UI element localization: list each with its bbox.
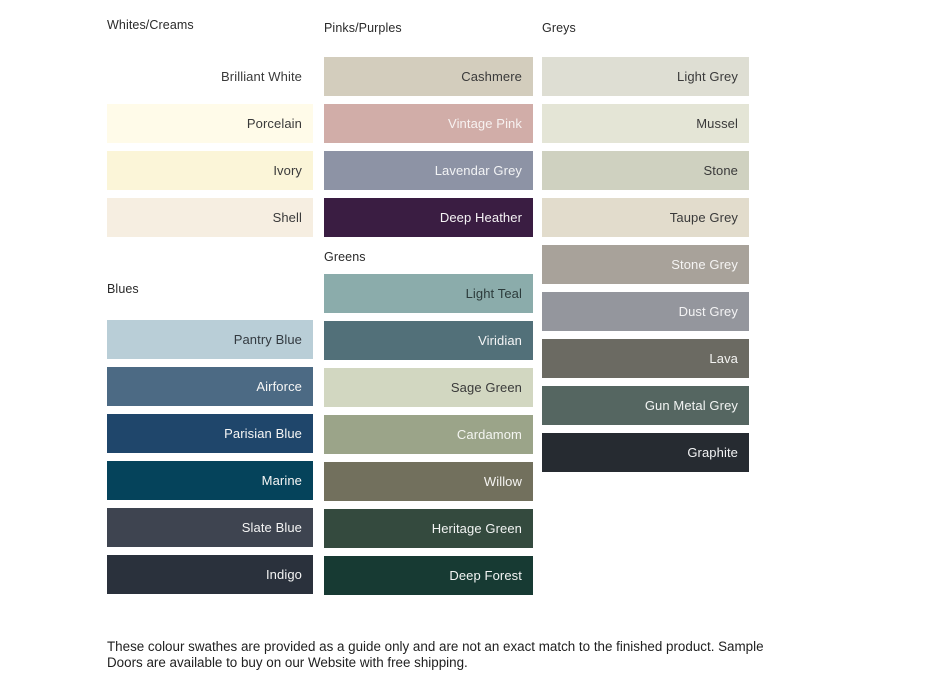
swatch-name-label: Marine <box>261 473 302 488</box>
swatch-pantry-blue: Pantry Blue <box>107 320 313 359</box>
swatch-name-label: Parisian Blue <box>224 426 302 441</box>
swatch-name-label: Stone Grey <box>671 257 738 272</box>
column-whites-and-blues: Whites/Creams Brilliant White Porcelain … <box>107 18 313 602</box>
swatch-name-label: Cashmere <box>461 69 522 84</box>
section-greys: Greys Light Grey Mussel Stone Taupe Grey… <box>542 21 749 472</box>
swatch-name-label: Viridian <box>478 333 522 348</box>
swatch-deep-forest: Deep Forest <box>324 556 533 595</box>
section-title-greys: Greys <box>542 21 576 35</box>
swatch-name-label: Gun Metal Grey <box>644 398 738 413</box>
swatch-name-label: Sage Green <box>450 380 522 395</box>
swatch-name-label: Lava <box>709 351 738 366</box>
swatch-name-label: Slate Blue <box>241 520 302 535</box>
swatch-taupe-grey: Taupe Grey <box>542 198 749 237</box>
swatch-name-label: Graphite <box>687 445 738 460</box>
swatch-light-teal: Light Teal <box>324 274 533 313</box>
column-greys: Greys Light Grey Mussel Stone Taupe Grey… <box>542 21 749 480</box>
swatch-name-label: Vintage Pink <box>448 116 522 131</box>
swatch-dust-grey: Dust Grey <box>542 292 749 331</box>
swatch-name-label: Pantry Blue <box>233 332 302 347</box>
swatch-brilliant-white: Brilliant White <box>107 57 313 96</box>
swatch-name-label: Deep Forest <box>449 568 522 583</box>
swatch-name-label: Light Grey <box>677 69 738 84</box>
section-blues: Blues Pantry Blue Airforce Parisian Blue… <box>107 282 313 594</box>
swatch-name-label: Willow <box>483 474 522 489</box>
swatch-gun-metal-grey: Gun Metal Grey <box>542 386 749 425</box>
swatch-cashmere: Cashmere <box>324 57 533 96</box>
swatch-vintage-pink: Vintage Pink <box>324 104 533 143</box>
swatch-name-label: Deep Heather <box>439 210 522 225</box>
swatch-name-label: Stone <box>703 163 738 178</box>
swatch-lavendar-grey: Lavendar Grey <box>324 151 533 190</box>
swatch-name-label: Dust Grey <box>678 304 738 319</box>
swatch-ivory: Ivory <box>107 151 313 190</box>
swatch-lava: Lava <box>542 339 749 378</box>
swatch-name-label: Airforce <box>256 379 302 394</box>
swatch-graphite: Graphite <box>542 433 749 472</box>
column-pinks-and-greens: Pinks/Purples Cashmere Vintage Pink Lave… <box>324 21 533 603</box>
swatch-viridian: Viridian <box>324 321 533 360</box>
swatch-name-label: Heritage Green <box>431 521 522 536</box>
swatch-willow: Willow <box>324 462 533 501</box>
swatch-slate-blue: Slate Blue <box>107 508 313 547</box>
swatch-marine: Marine <box>107 461 313 500</box>
section-title-pinks-purples: Pinks/Purples <box>324 21 402 35</box>
swatch-light-grey: Light Grey <box>542 57 749 96</box>
swatch-name-label: Ivory <box>273 163 302 178</box>
section-title-greens: Greens <box>324 250 366 264</box>
section-title-blues: Blues <box>107 282 139 296</box>
swatch-stone-grey: Stone Grey <box>542 245 749 284</box>
swatch-sage-green: Sage Green <box>324 368 533 407</box>
swatch-name-label: Light Teal <box>465 286 522 301</box>
section-greens: Greens Light Teal Viridian Sage Green Ca… <box>324 250 533 595</box>
swatch-shell: Shell <box>107 198 313 237</box>
swatch-name-label: Shell <box>272 210 302 225</box>
swatch-name-label: Indigo <box>265 567 302 582</box>
disclaimer-text: These colour swathes are provided as a g… <box>107 639 767 671</box>
swatch-airforce: Airforce <box>107 367 313 406</box>
swatch-heritage-green: Heritage Green <box>324 509 533 548</box>
section-pinks-purples: Pinks/Purples Cashmere Vintage Pink Lave… <box>324 21 533 237</box>
swatch-name-label: Mussel <box>696 116 738 131</box>
swatch-name-label: Taupe Grey <box>669 210 738 225</box>
section-whites-creams: Whites/Creams Brilliant White Porcelain … <box>107 18 313 237</box>
swatch-parisian-blue: Parisian Blue <box>107 414 313 453</box>
swatch-name-label: Porcelain <box>246 116 302 131</box>
swatch-mussel: Mussel <box>542 104 749 143</box>
swatch-indigo: Indigo <box>107 555 313 594</box>
disclaimer-line-1: These colour swathes are provided as a g… <box>107 639 764 654</box>
swatch-stone: Stone <box>542 151 749 190</box>
swatch-deep-heather: Deep Heather <box>324 198 533 237</box>
swatch-name-label: Lavendar Grey <box>434 163 522 178</box>
swatch-cardamom: Cardamom <box>324 415 533 454</box>
disclaimer-line-2: Doors are available to buy on our Websit… <box>107 655 468 670</box>
swatch-name-label: Brilliant White <box>221 69 302 84</box>
swatch-name-label: Cardamom <box>456 427 522 442</box>
swatch-porcelain: Porcelain <box>107 104 313 143</box>
section-title-whites-creams: Whites/Creams <box>107 18 194 32</box>
